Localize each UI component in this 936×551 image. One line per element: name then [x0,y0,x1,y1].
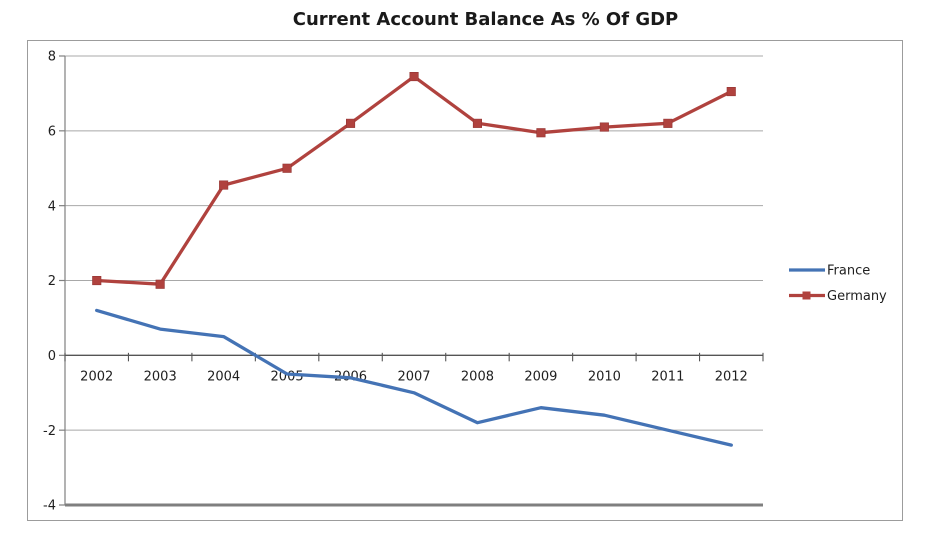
legend-germany-label: Germany [827,289,887,304]
x-axis-label: 2012 [715,369,748,384]
x-axis-label: 2009 [524,369,557,384]
germany-marker [92,276,102,286]
legend-france-label: France [827,264,870,279]
chart-title: Current Account Balance As % Of GDP [292,9,679,30]
germany-line [95,74,733,286]
y-axis-label: 0 [48,349,56,364]
y-axis-label: 2 [48,274,56,289]
x-axis-label: 2007 [397,369,430,384]
germany-marker [282,163,292,173]
x-axis-label: 2002 [80,369,113,384]
x-axis-label: 2004 [207,369,240,384]
x-axis-label: 2011 [651,369,684,384]
chart-frame: 8 6 4 2 0 -2 -4 2002 2003 2004 2005 2006 2007 2008 200… [27,40,903,521]
germany-marker [219,180,229,190]
y-axis-label: 4 [48,199,56,214]
y-axis-label: -4 [43,499,56,514]
x-axis-label: 2008 [461,369,494,384]
germany-marker [663,118,673,128]
x-axis-label: 2003 [144,369,177,384]
france-line [95,308,733,447]
y-axis-label: 8 [48,50,56,65]
x-axis-label: 2005 [271,369,304,384]
germany-marker [345,118,356,128]
germany-marker [599,122,609,132]
y-axis-label: 6 [48,124,56,139]
y-axis-label: -2 [43,424,56,439]
germany-marker [726,86,736,97]
x-axis-label: 2010 [588,369,621,384]
germany-marker [409,71,419,82]
germany-marker [536,128,546,138]
germany-marker [155,279,165,289]
germany-marker [472,118,483,128]
legend-germany-swatch-marker [802,291,811,300]
legend: France Germany [789,264,887,304]
